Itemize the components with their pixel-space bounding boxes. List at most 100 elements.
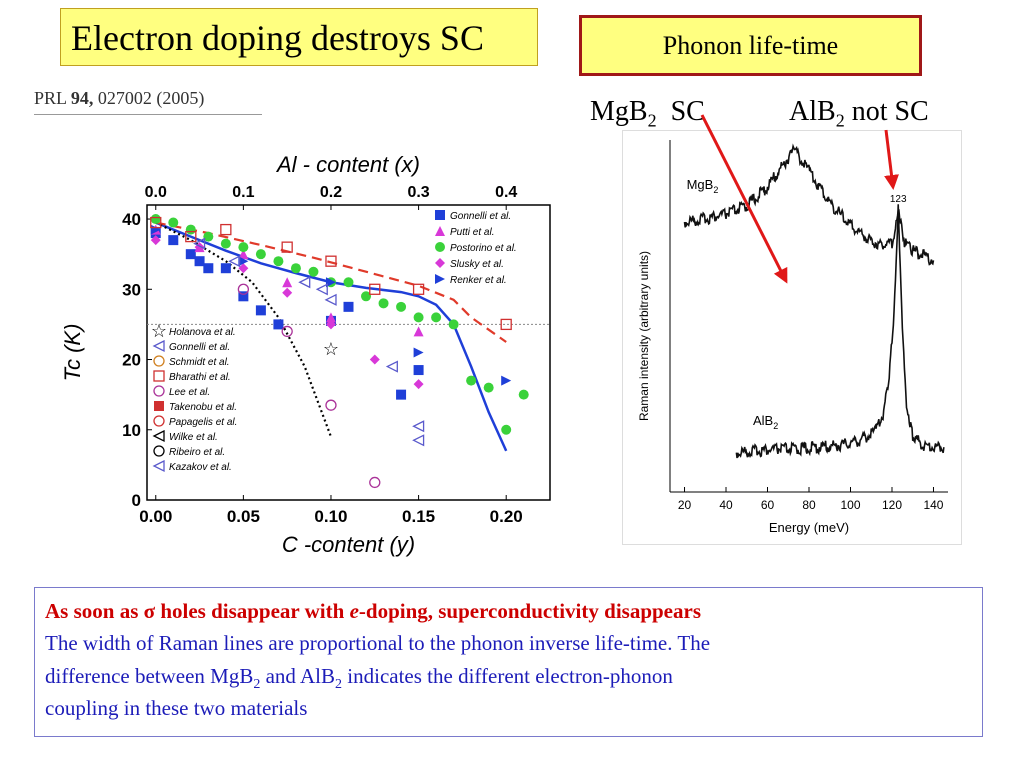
- line3-part-c: indicates the different electron-phonon: [342, 664, 673, 688]
- legend-al-entry: Putti et al.: [450, 227, 494, 238]
- data-point: [281, 325, 293, 338]
- raman-y-label: Raman intensity (arbitrary units): [637, 251, 651, 421]
- curve-fit-red: [155, 221, 507, 343]
- data-point: [154, 401, 164, 411]
- legend-al-entry: Renker et al.: [450, 275, 507, 286]
- citation: PRL 94, 027002 (2005): [34, 88, 204, 109]
- data-point: [435, 242, 445, 252]
- data-point: [153, 445, 165, 457]
- x2-tick-label: 0.2: [320, 184, 342, 201]
- mgb2-label: MgB2 SC: [590, 96, 705, 132]
- data-point: ☆: [323, 339, 339, 359]
- legend-c-entry: Schmidt et al.: [169, 357, 230, 368]
- line1-part-b: holes disappear with: [155, 599, 350, 623]
- alb2-label: AlB2 not SC: [789, 96, 929, 132]
- data-point: [220, 238, 231, 249]
- data-point: [518, 389, 529, 400]
- series-lee-et-al-: [237, 283, 381, 489]
- citation-volume: 94,: [70, 88, 94, 108]
- data-point: [361, 291, 372, 302]
- legend-c-entry: Bharathi et al.: [169, 372, 231, 383]
- data-point: [255, 249, 266, 260]
- plot-frame: [146, 204, 551, 501]
- raman-series-alb2: [735, 204, 945, 459]
- data-point: [150, 214, 161, 225]
- y-tick-label: 40: [122, 210, 141, 229]
- legend-c-entry: Papagelis et al.: [169, 417, 237, 428]
- data-point: [413, 312, 424, 323]
- data-point: [152, 459, 165, 473]
- data-point: [238, 291, 249, 302]
- data-point: [290, 263, 301, 274]
- data-point: [378, 298, 389, 309]
- slide-title: Electron doping destroys SC: [71, 18, 484, 58]
- data-point: [194, 256, 205, 267]
- data-point: [150, 216, 162, 229]
- data-point: [150, 235, 161, 246]
- data-point: [238, 256, 249, 267]
- data-point: [324, 293, 337, 306]
- data-point: [412, 283, 425, 295]
- citation-page: 027002 (2005): [97, 88, 205, 108]
- x-tick-label: 0.20: [490, 507, 523, 526]
- data-point: [152, 429, 165, 443]
- data-point: [273, 319, 284, 330]
- legend-c-entry: Gonnelli et al.: [169, 342, 230, 353]
- x2-tick-label: 0.4: [495, 184, 517, 201]
- y-tick-label: 10: [122, 421, 141, 440]
- raman-x-tick-label: 60: [761, 498, 775, 512]
- legend-c-entry: Takenobu et al.: [169, 402, 237, 413]
- raman-x-label: Energy (meV): [769, 520, 849, 535]
- data-point: [282, 277, 293, 288]
- raman-x-tick-label: 120: [882, 498, 902, 512]
- legend-c-entry: Ribeiro et al.: [169, 447, 225, 458]
- citation-underline: [34, 114, 262, 115]
- legend-c-entry: Kazakov et al.: [169, 462, 232, 473]
- data-point: [396, 301, 407, 312]
- x-tick-label: 0.00: [139, 507, 172, 526]
- raman-x-tick-label: 140: [923, 498, 943, 512]
- alb2-formula-sub: 2: [835, 110, 845, 131]
- data-point: [466, 375, 477, 386]
- mgb2-formula-sub: 2: [647, 110, 657, 131]
- data-point: [369, 354, 380, 365]
- raman-x-tick-label: 100: [840, 498, 860, 512]
- line3-part-a: difference between MgB: [45, 664, 254, 688]
- data-point: [308, 266, 319, 277]
- raman-frame: [622, 130, 962, 545]
- data-point: [153, 370, 165, 382]
- phonon-title: Phonon life-time: [662, 31, 839, 60]
- data-point: [238, 242, 249, 253]
- raman-series-label: AlB2: [753, 413, 778, 431]
- x2-tick-label: 0.1: [232, 184, 254, 201]
- data-point: [238, 263, 249, 274]
- data-point: [168, 217, 179, 228]
- sigma-symbol: σ: [143, 599, 156, 623]
- data-point: [448, 319, 459, 330]
- legend-al-entry: Gonnelli et al.: [450, 211, 511, 222]
- data-point: [501, 424, 512, 435]
- raman-x-tick-label: 20: [678, 498, 692, 512]
- data-point: [431, 312, 442, 323]
- data-point: [203, 231, 214, 242]
- data-point: [238, 249, 249, 260]
- explanation-line-1: As soon as σ holes disappear with e-dopi…: [45, 596, 972, 626]
- data-point: [396, 389, 407, 400]
- data-point: [193, 237, 206, 250]
- series-holanova-et-al-: ☆: [323, 339, 339, 359]
- x-tick-label: 0.05: [227, 507, 260, 526]
- data-point: [325, 255, 337, 267]
- data-point: [153, 385, 165, 397]
- line1-part-c: -doping, superconductivity disappears: [358, 599, 701, 623]
- data-point: [237, 283, 250, 295]
- y-tick-label: 20: [122, 351, 141, 370]
- data-point: [343, 301, 354, 312]
- data-point: [220, 223, 232, 236]
- y-axis-label: Tc (K): [60, 324, 85, 382]
- data-point: [220, 263, 231, 274]
- data-point: [153, 415, 165, 427]
- data-point: [228, 255, 241, 268]
- line1-part-a: As soon as: [45, 599, 144, 623]
- data-point: [152, 339, 165, 353]
- x-axis-label: C -content (y): [282, 532, 415, 557]
